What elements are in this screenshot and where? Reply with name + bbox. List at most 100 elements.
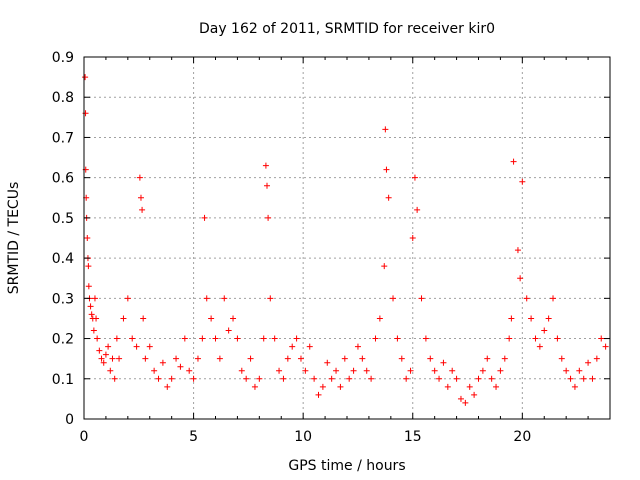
data-point: [550, 295, 557, 302]
data-point: [311, 375, 318, 382]
data-point: [475, 375, 482, 382]
x-tick-label: 5: [189, 429, 198, 445]
data-point: [84, 235, 91, 241]
data-point: [212, 335, 219, 342]
data-point: [341, 355, 348, 362]
data-point: [563, 367, 570, 374]
data-point: [133, 343, 140, 350]
data-point: [276, 367, 283, 374]
data-point: [554, 335, 561, 342]
x-axis: 0 5 10 15 20: [80, 57, 611, 445]
data-point: [328, 375, 335, 382]
data-point: [394, 335, 401, 342]
data-point: [194, 355, 201, 362]
data-point: [82, 110, 89, 117]
y-tick-label: 0.8: [52, 90, 74, 106]
data-point: [302, 367, 309, 374]
data-point: [109, 355, 116, 362]
data-point: [201, 214, 208, 221]
data-point: [264, 182, 271, 189]
data-point: [177, 363, 184, 370]
data-point: [98, 355, 105, 362]
data-point: [260, 335, 267, 342]
data-point: [267, 295, 274, 302]
data-point: [368, 375, 375, 382]
data-point: [137, 194, 144, 201]
data-point: [493, 383, 500, 390]
data-point: [111, 375, 118, 382]
data-point: [602, 343, 609, 350]
data-point: [94, 335, 101, 342]
data-point: [289, 343, 296, 350]
data-point: [536, 343, 543, 350]
data-point: [532, 335, 539, 342]
data-point: [96, 347, 103, 354]
data-point: [427, 355, 434, 362]
data-point: [284, 355, 291, 362]
data-point: [265, 214, 272, 221]
data-point: [85, 263, 92, 270]
data-point: [199, 335, 206, 342]
data-point: [85, 283, 92, 290]
data-point: [238, 367, 245, 374]
data-point: [151, 367, 158, 374]
data-point: [159, 359, 166, 366]
data-point: [293, 335, 300, 342]
data-point: [164, 383, 171, 390]
data-point: [173, 355, 180, 362]
data-point: [510, 158, 517, 165]
data-point: [140, 315, 147, 322]
data-point: [129, 335, 136, 342]
data-point: [385, 194, 392, 201]
data-point: [545, 315, 552, 322]
data-point: [398, 355, 405, 362]
data-point: [88, 311, 95, 318]
data-point: [102, 351, 109, 358]
data-point: [181, 335, 188, 342]
data-point: [528, 315, 535, 322]
data-point: [208, 315, 215, 322]
data-point: [436, 375, 443, 382]
data-point: [383, 166, 390, 173]
data-point: [139, 206, 146, 213]
data-point: [409, 235, 416, 241]
data-point: [462, 399, 469, 406]
data-point: [333, 367, 340, 374]
y-axis: 0 0.1 0.2 0.3 0.4 0.5 0.6 0.7 0.8 0.9: [52, 50, 610, 428]
y-tick-label: 0.7: [52, 130, 74, 146]
data-point: [337, 383, 344, 390]
data-point: [414, 206, 421, 213]
data-point: [247, 355, 254, 362]
data-point: [466, 383, 473, 390]
data-point: [593, 355, 600, 362]
data-point: [319, 383, 326, 390]
data-point: [508, 315, 515, 322]
data-point: [376, 315, 383, 322]
data-point: [514, 247, 521, 254]
data-point: [230, 315, 237, 322]
data-point: [558, 355, 565, 362]
x-tick-label: 0: [80, 429, 89, 445]
data-point: [519, 178, 526, 185]
data-point: [256, 375, 263, 382]
data-point: [91, 295, 98, 302]
data-point: [589, 375, 596, 382]
y-tick-label: 0.9: [52, 50, 74, 66]
data-point: [523, 295, 530, 302]
data-point: [168, 375, 175, 382]
data-point: [422, 335, 429, 342]
data-point: [350, 367, 357, 374]
y-tick-label: 0.6: [52, 171, 74, 187]
data-point: [190, 375, 197, 382]
x-tick-label: 15: [404, 429, 422, 445]
data-point: [359, 355, 366, 362]
data-point: [444, 383, 451, 390]
y-tick-label: 0.1: [52, 372, 74, 388]
data-point: [382, 126, 389, 133]
data-point: [488, 375, 495, 382]
data-point: [346, 375, 353, 382]
data-point: [431, 367, 438, 374]
data-point: [506, 335, 513, 342]
data-point: [306, 343, 313, 350]
data-point: [449, 367, 456, 374]
